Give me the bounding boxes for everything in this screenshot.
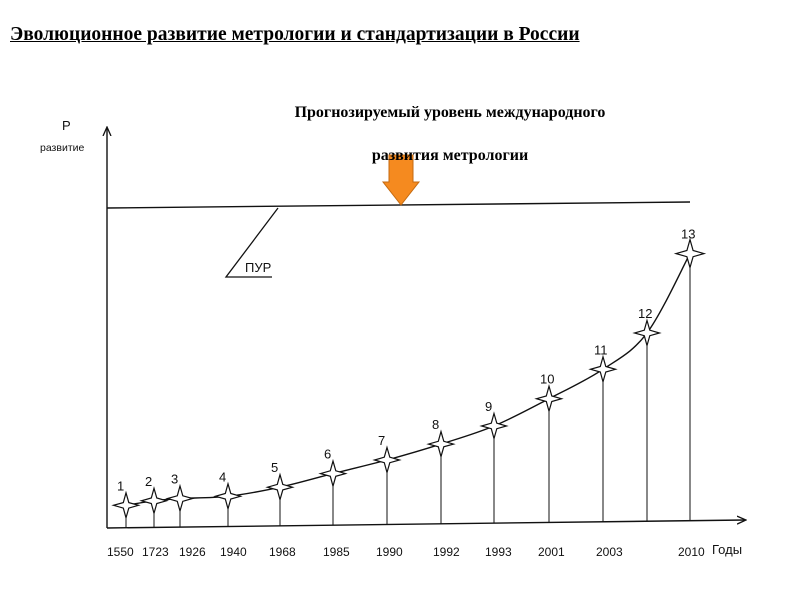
point-number-3: 3 [171, 472, 178, 487]
pur-leader-line [224, 207, 279, 278]
year-label-1990: 1990 [376, 545, 403, 559]
x-axis [106, 520, 745, 529]
y-axis-label-symbol: P [62, 118, 71, 133]
year-label-1723: 1723 [142, 545, 169, 559]
y-axis-label-word: развитие [40, 142, 84, 154]
year-label-1940: 1940 [220, 545, 247, 559]
data-point-star-9 [479, 411, 509, 441]
point-number-5: 5 [271, 460, 278, 475]
point-number-12: 12 [638, 306, 652, 321]
year-labels-group: 1550 1723 1926 1940 1968 1985 1990 1992 1993 2001… [107, 545, 705, 559]
data-point-star-7 [372, 445, 402, 475]
point-number-6: 6 [324, 447, 331, 462]
point-number-10: 10 [540, 372, 554, 387]
year-label-2001: 2001 [538, 545, 565, 559]
x-axis-label: Годы [712, 542, 742, 557]
page-title: Эволюционное развитие метрологии и станд… [10, 24, 580, 45]
verticals-group [125, 253, 691, 528]
data-point-star-3 [165, 483, 195, 514]
year-label-1926: 1926 [179, 545, 206, 559]
data-point-star-5 [265, 472, 295, 502]
down-arrow-icon [381, 154, 421, 206]
data-point-star-2 [139, 486, 169, 516]
data-point-star-10 [534, 383, 564, 414]
data-point-star-11 [588, 354, 618, 385]
point-number-8: 8 [432, 417, 439, 432]
year-label-1968: 1968 [269, 545, 296, 559]
point-number-1: 1 [117, 478, 124, 493]
point-number-9: 9 [485, 399, 492, 414]
data-point-star-12 [632, 318, 662, 348]
year-label-2003: 2003 [596, 545, 623, 559]
forecast-label-line-2: развития метрологии [371, 147, 529, 164]
data-point-star-4 [213, 481, 243, 512]
year-label-1985: 1985 [323, 545, 350, 559]
forecast-label-line-1: Прогнозируемый уровень международного [294, 104, 606, 121]
data-point-star-13 [673, 237, 707, 270]
point-number-7: 7 [378, 433, 385, 448]
data-point-star-8 [426, 429, 456, 459]
growth-curve [125, 253, 691, 507]
forecast-level-line [106, 201, 691, 209]
point-number-11: 11 [594, 342, 608, 357]
points-group [111, 237, 707, 520]
point-number-2: 2 [145, 474, 152, 489]
pur-label: ПУР [245, 260, 271, 275]
data-point-star-6 [318, 458, 348, 489]
point-number-4: 4 [219, 469, 226, 484]
year-label-2010: 2010 [678, 545, 705, 559]
year-label-1993: 1993 [485, 545, 512, 559]
year-label-1992: 1992 [433, 545, 460, 559]
data-point-star-1 [111, 490, 141, 520]
point-number-13: 13 [681, 227, 695, 242]
year-label-1550: 1550 [107, 545, 134, 559]
